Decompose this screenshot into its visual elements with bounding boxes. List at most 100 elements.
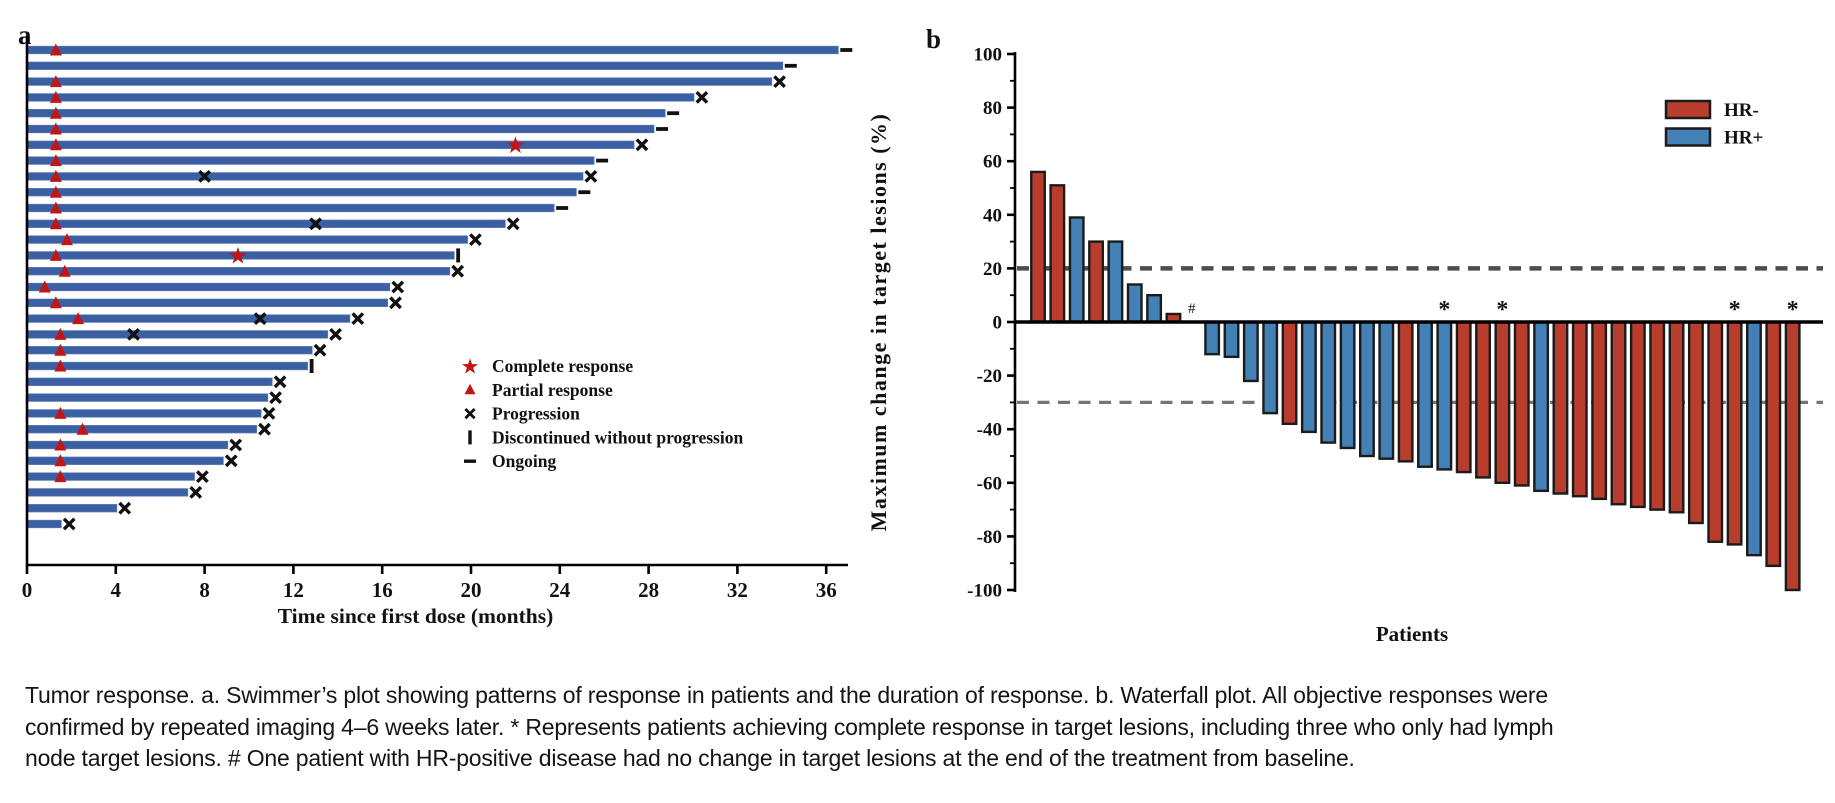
waterfall-bar xyxy=(1126,283,1143,324)
swimmer-x-tick-label: 20 xyxy=(461,578,482,602)
waterfall-bar xyxy=(1223,320,1240,359)
swimmer-x-tick-label: 32 xyxy=(727,578,748,602)
waterfall-bar xyxy=(1417,320,1433,468)
swimmer-bar xyxy=(27,361,309,371)
progression-marker xyxy=(584,169,598,183)
waterfall-bar xyxy=(1475,320,1492,479)
ongoing-legend-icon xyxy=(464,459,476,463)
swimmer-legend-label: Discontinued without progression xyxy=(492,427,743,447)
no-change-hash-annotation: # xyxy=(1188,301,1196,317)
progression-marker xyxy=(258,422,271,436)
swimmer-x-tick-label: 12 xyxy=(283,578,304,602)
partial-response-marker xyxy=(54,406,67,419)
partial-response-marker xyxy=(49,106,62,119)
complete-response-asterisk: * xyxy=(1438,297,1450,323)
progression-marker xyxy=(389,296,402,310)
waterfall-y-tick-label: 40 xyxy=(983,205,1002,226)
progression-marker xyxy=(391,280,405,294)
waterfall-y-tick-label: 0 xyxy=(993,313,1003,334)
waterfall-bar xyxy=(1591,320,1608,501)
ongoing-marker xyxy=(840,48,853,52)
ongoing-marker xyxy=(578,190,591,195)
swimmer-x-tick-label: 0 xyxy=(22,578,33,602)
swimmer-bar xyxy=(27,77,773,86)
ongoing-marker xyxy=(596,158,609,163)
progression-marker xyxy=(313,343,327,357)
partial-response-marker xyxy=(54,359,67,372)
progression-marker xyxy=(62,517,76,531)
waterfall-legend-item: HR+ xyxy=(1664,127,1763,149)
waterfall-bar xyxy=(1397,320,1414,463)
waterfall-bar xyxy=(1204,320,1221,356)
swimmer-x-tick-label: 24 xyxy=(549,578,571,602)
waterfall-bar xyxy=(1533,320,1550,493)
swimmer-bar xyxy=(27,282,391,292)
swimmer-bar xyxy=(27,188,577,197)
swimmer-x-tick-label: 36 xyxy=(816,578,837,602)
waterfall-bar xyxy=(1281,320,1298,426)
swimmer-legend-label: Partial response xyxy=(492,380,613,400)
partial-response-marker xyxy=(49,75,62,88)
waterfall-bar xyxy=(1107,240,1124,324)
swimmer-legend-label: Ongoing xyxy=(492,451,556,471)
waterfall-bar xyxy=(1494,320,1511,485)
swimmer-bar xyxy=(27,267,451,276)
complete-response-asterisk: * xyxy=(1787,297,1799,323)
waterfall-bar xyxy=(1030,170,1046,324)
waterfall-y-tick-label: 20 xyxy=(983,259,1002,280)
swimmer-x-tick-label: 28 xyxy=(638,578,659,602)
waterfall-bar xyxy=(1687,320,1704,525)
ongoing-marker xyxy=(667,111,680,116)
waterfall-bar xyxy=(1049,184,1066,324)
waterfall-bar xyxy=(1146,294,1163,324)
partial-response-marker xyxy=(49,201,62,214)
swimmer-legend-item: Partial response xyxy=(464,380,613,400)
progression-marker xyxy=(118,501,132,515)
waterfall-y-tick-label: -20 xyxy=(977,366,1002,387)
panel-a-label: a xyxy=(18,20,32,50)
partial-response-marker xyxy=(49,248,62,261)
complete-response-marker: ★ xyxy=(228,243,249,269)
progression-marker xyxy=(635,138,649,152)
swimmer-bar xyxy=(27,156,595,165)
partial-response-marker xyxy=(54,438,67,451)
waterfall-bar xyxy=(1571,320,1588,498)
discontinued-legend-icon xyxy=(468,430,472,445)
progression-marker xyxy=(269,391,283,405)
progression-marker xyxy=(451,264,465,278)
waterfall-y-tick-label: 100 xyxy=(974,45,1003,66)
waterfall-bar xyxy=(1262,320,1279,415)
partial-response-marker xyxy=(49,185,62,198)
panel-b-label: b xyxy=(926,24,941,54)
caption-line-2: confirmed by repeated imaging 4–6 weeks … xyxy=(25,713,1554,740)
progression-marker xyxy=(262,406,276,420)
waterfall-legend-item: HR- xyxy=(1664,99,1759,121)
partial-response-marker xyxy=(49,296,62,309)
progression-marker xyxy=(309,217,323,231)
swimmer-bar xyxy=(27,472,195,481)
waterfall-bar xyxy=(1378,320,1395,460)
swimmer-bar xyxy=(27,330,329,339)
progression-legend-icon xyxy=(464,408,476,420)
progression-marker xyxy=(273,375,287,389)
swimmer-bar xyxy=(27,203,555,213)
progression-marker xyxy=(695,90,709,104)
partial-response-marker xyxy=(60,233,73,246)
swimmer-x-tick-label: 16 xyxy=(372,578,393,602)
discontinued-marker xyxy=(309,359,314,373)
waterfall-bar xyxy=(1436,320,1453,471)
progression-marker xyxy=(469,233,482,247)
swimmer-bar xyxy=(27,519,62,529)
progression-marker xyxy=(773,75,786,89)
partial-response-marker xyxy=(58,264,71,277)
waterfall-bar xyxy=(1339,320,1356,450)
caption-line-3: node target lesions. # One patient with … xyxy=(25,745,1355,771)
partial-response-marker xyxy=(49,43,62,56)
waterfall-y-tick-label: -100 xyxy=(967,581,1002,602)
partial-response-marker xyxy=(54,343,67,356)
progression-marker xyxy=(329,327,342,341)
discontinued-marker xyxy=(456,248,461,263)
swimmer-legend-item: Progression xyxy=(464,404,580,424)
swimmer-x-tick-label: 4 xyxy=(111,578,122,602)
swimmer-bar xyxy=(27,140,635,149)
